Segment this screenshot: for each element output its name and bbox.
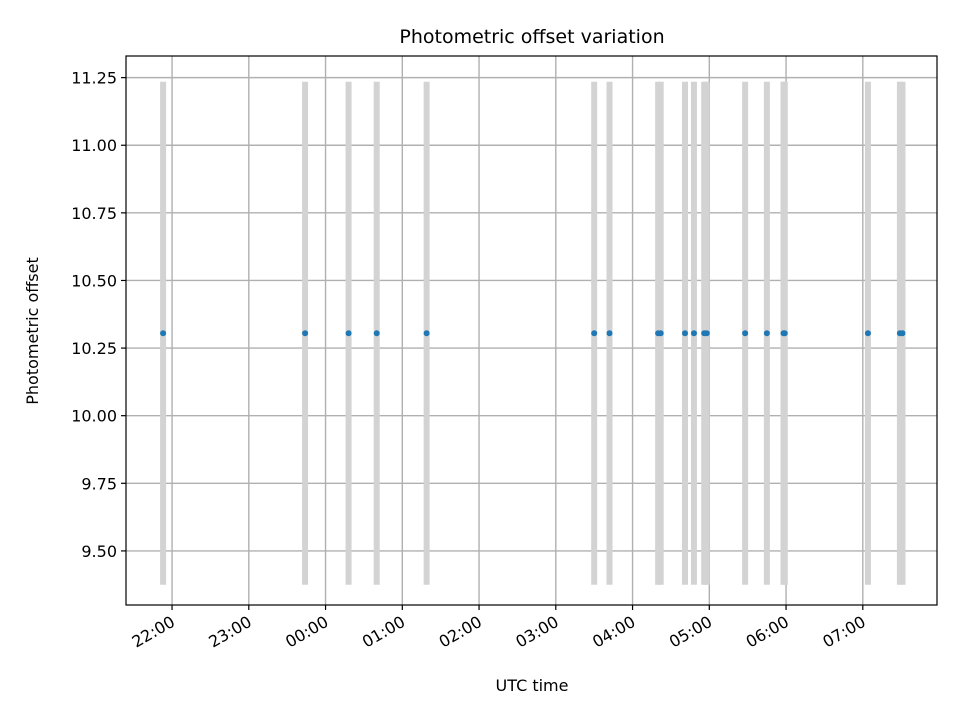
x-tick-label: 01:00 — [359, 612, 408, 652]
plot-background — [126, 56, 937, 605]
data-point — [657, 330, 664, 337]
y-tick-label: 9.50 — [81, 542, 117, 561]
data-point — [606, 330, 613, 337]
y-tick-label: 10.25 — [71, 339, 117, 358]
data-point — [899, 330, 906, 337]
y-tick-label: 10.00 — [71, 407, 117, 426]
x-tick-label: 23:00 — [205, 612, 254, 652]
data-point — [591, 330, 598, 337]
y-tick-label: 11.00 — [71, 136, 117, 155]
x-tick-label: 07:00 — [819, 612, 868, 652]
plot-frame — [125, 55, 938, 606]
plot-area: 22:00 23:00 00:00 01:00 02:00 03:00 04:00 05:00… — [71, 55, 938, 652]
y-axis-label: Photometric offset — [23, 257, 42, 405]
x-axis-label: UTC time — [496, 676, 569, 695]
data-point — [763, 330, 770, 337]
y-tick-label: 9.75 — [81, 474, 117, 493]
data-point — [345, 330, 352, 337]
x-tick-label: 05:00 — [666, 612, 715, 652]
data-point — [781, 330, 788, 337]
data-point — [703, 330, 710, 337]
x-tick-label: 22:00 — [129, 612, 178, 652]
data-point — [160, 330, 167, 337]
data-point — [864, 330, 871, 337]
x-tick-label: 04:00 — [589, 612, 638, 652]
x-tick-label: 02:00 — [436, 612, 485, 652]
data-point — [682, 330, 689, 337]
chart-title: Photometric offset variation — [399, 26, 664, 48]
x-tick-label: 03:00 — [512, 612, 561, 652]
x-tick-label: 06:00 — [743, 612, 792, 652]
y-tick-label: 10.50 — [71, 271, 117, 290]
x-tick-label: 00:00 — [282, 612, 331, 652]
data-point — [423, 330, 430, 337]
data-point — [690, 330, 697, 337]
data-point — [742, 330, 749, 337]
data-point — [373, 330, 380, 337]
data-point — [302, 330, 309, 337]
y-tick-label: 11.25 — [71, 69, 117, 88]
y-tick-label: 10.75 — [71, 204, 117, 223]
